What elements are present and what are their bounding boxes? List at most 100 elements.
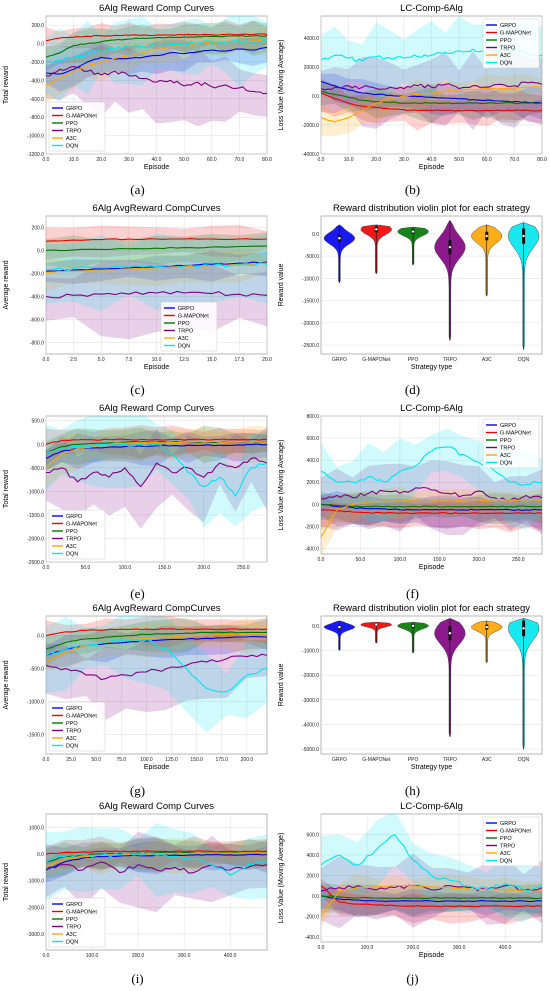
x-tick-label: 250.0 bbox=[237, 565, 250, 571]
x-tick-label: 200.0 bbox=[407, 945, 420, 951]
panel-g: 6Alg AvgReward CompCurves -1500.0 -1000.0 -… bbox=[0, 600, 275, 785]
series-line-ppo bbox=[46, 35, 267, 58]
series-line-trpo bbox=[321, 884, 542, 892]
y-tick-label: -2000.0 bbox=[302, 321, 319, 327]
x-axis-label: Episode bbox=[419, 164, 444, 171]
legend-label: TRPO bbox=[66, 537, 82, 543]
legend-label: A3C bbox=[66, 932, 77, 938]
chart-h: Reward distribution violin plot for each… bbox=[278, 603, 543, 771]
x-tick-label: 40.0 bbox=[152, 157, 162, 163]
x-tick-label: 20.0 bbox=[262, 357, 272, 363]
y-tick-label: 0.0 bbox=[312, 232, 319, 238]
legend-label: PPO bbox=[178, 321, 190, 327]
series-line-trpo bbox=[46, 653, 267, 681]
y-tick-label: 4000.0 bbox=[304, 36, 320, 42]
x-tick-label: 100.0 bbox=[394, 557, 407, 563]
x-tick-label: 400.0 bbox=[224, 953, 237, 959]
y-tick-label: 500.0 bbox=[31, 419, 44, 425]
category-label: TRPO bbox=[443, 757, 457, 763]
chart-j: LC-Comp-6Alg -400.0 -200.0 0.0 200.0 400.0 600… bbox=[278, 801, 543, 959]
chart-e: 6Alg Reward Comp Curves -2500.0 -2000.0 -15… bbox=[3, 403, 268, 571]
y-tick-label: -2500.0 bbox=[302, 343, 319, 349]
band-ppo bbox=[46, 232, 267, 269]
x-tick-label: 100.0 bbox=[86, 953, 99, 959]
caption-i: (i) bbox=[131, 971, 144, 986]
legend-label: A3C bbox=[500, 53, 511, 59]
plot-content-d bbox=[323, 220, 540, 350]
series-line-ppo bbox=[321, 90, 542, 105]
legend-label: A3C bbox=[178, 336, 189, 342]
band-a3c bbox=[46, 27, 267, 103]
y-tick-label: -200.0 bbox=[30, 272, 44, 278]
y-tick-label: -1000.0 bbox=[302, 276, 319, 282]
violin-median bbox=[448, 632, 452, 635]
y-tick-label: 200.0 bbox=[31, 226, 44, 232]
x-axis-label: Episode bbox=[144, 764, 169, 771]
legend-box bbox=[160, 301, 218, 352]
caption-d: (d) bbox=[404, 382, 421, 397]
y-tick-label: -1000.0 bbox=[27, 879, 44, 885]
y-tick-label: 0.0 bbox=[312, 624, 319, 630]
y-tick-label: -400.0 bbox=[30, 78, 44, 84]
legend-label: GRPO bbox=[66, 706, 83, 712]
caption-e: (e) bbox=[130, 586, 145, 601]
y-tick-label: -3000.0 bbox=[27, 932, 44, 938]
legend-label: DQN bbox=[178, 344, 190, 350]
series-line-trpo bbox=[321, 81, 542, 91]
x-tick-label: 30.0 bbox=[124, 157, 134, 163]
x-tick-label: 300.0 bbox=[178, 953, 191, 959]
y-tick-label: -800.0 bbox=[30, 115, 44, 121]
band-dqn bbox=[46, 616, 267, 733]
band-a3c bbox=[46, 618, 267, 671]
x-tick-label: 0.0 bbox=[318, 945, 325, 951]
panel-j: LC-Comp-6Alg -400.0 -200.0 0.0 200.0 400.0 600… bbox=[275, 798, 550, 973]
x-tick-label: 12.5 bbox=[179, 357, 189, 363]
chart-i: 6Alg Reward Comp Curves -3000.0 -2000.0 -10… bbox=[3, 801, 268, 959]
series-line-ppo bbox=[46, 245, 267, 252]
band-trpo bbox=[321, 51, 542, 131]
y-tick-label: 0.0 bbox=[312, 894, 319, 900]
caption-g: (g) bbox=[129, 783, 146, 798]
band-a3c bbox=[321, 74, 542, 137]
legend-label: DQN bbox=[66, 144, 78, 150]
x-tick-label: 50.0 bbox=[179, 157, 189, 163]
series-line-a3c bbox=[321, 884, 542, 917]
chart-title-g: 6Alg AvgReward CompCurves bbox=[92, 603, 220, 614]
x-tick-label: 200.0 bbox=[198, 565, 211, 571]
y-tick-label: -2000.0 bbox=[302, 123, 319, 129]
series-line-g-maponet bbox=[46, 238, 267, 242]
y-tick-label: -400.0 bbox=[305, 935, 319, 941]
y-tick-label: -4000.0 bbox=[302, 152, 319, 158]
y-tick-label: -400.0 bbox=[305, 546, 319, 552]
category-label: DQN bbox=[518, 357, 530, 363]
series-line-dqn bbox=[321, 446, 542, 486]
band-dqn bbox=[46, 823, 267, 902]
caption-h: (h) bbox=[404, 783, 421, 798]
legend-label: PPO bbox=[66, 529, 78, 535]
legend-label: G-MAPONet bbox=[66, 522, 97, 528]
caption-f: (f) bbox=[406, 586, 419, 601]
x-tick-label: 40.0 bbox=[427, 157, 437, 163]
series-line-dqn bbox=[46, 262, 267, 272]
legend-label: DQN bbox=[500, 461, 512, 467]
plot-content-g bbox=[46, 616, 267, 733]
band-g-maponet bbox=[321, 79, 542, 131]
category-label: G-MAPONet bbox=[362, 757, 391, 763]
x-tick-label: 10.0 bbox=[152, 357, 162, 363]
x-axis-label: Episode bbox=[419, 952, 444, 959]
series-line-a3c bbox=[321, 86, 542, 123]
chart-c: 6Alg AvgReward CompCurves -800.0 -600.0 -40… bbox=[3, 203, 272, 371]
y-tick-label: 0.0 bbox=[312, 502, 319, 508]
legend-label: DQN bbox=[66, 552, 78, 558]
series-line-g-maponet bbox=[46, 628, 267, 637]
legend-label: G-MAPONet bbox=[500, 829, 531, 835]
y-tick-label: -5000.0 bbox=[302, 747, 319, 753]
band-ppo bbox=[46, 838, 267, 879]
y-axis-label: Total reward bbox=[3, 66, 10, 104]
band-grpo bbox=[321, 886, 542, 918]
